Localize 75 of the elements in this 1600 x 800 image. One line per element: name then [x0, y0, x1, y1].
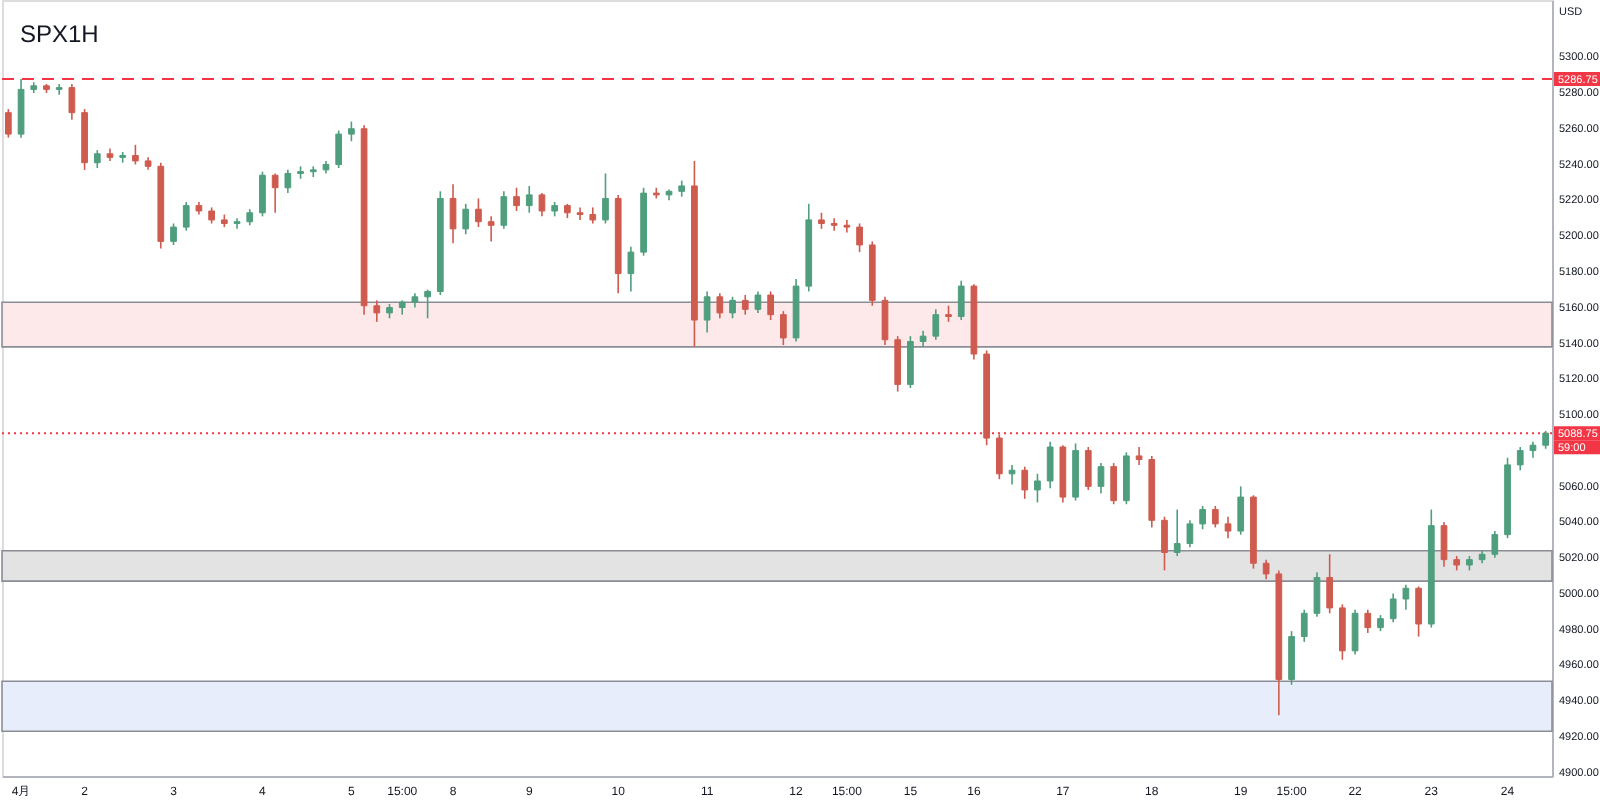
candlestick — [995, 433, 1003, 480]
candlestick — [4, 108, 12, 139]
candlestick — [1313, 571, 1321, 618]
candlestick — [1224, 515, 1232, 539]
candlestick — [284, 169, 292, 194]
candlestick — [1351, 608, 1359, 656]
candlestick — [856, 222, 863, 253]
candlestick — [233, 217, 241, 230]
candlestick — [373, 299, 381, 323]
candlestick — [55, 83, 63, 96]
candlestick — [767, 290, 775, 321]
candlestick — [462, 203, 470, 236]
candlestick — [1123, 451, 1130, 506]
candlestick — [449, 183, 457, 244]
candlestick — [424, 288, 431, 320]
candlestick — [703, 290, 711, 334]
candlestick — [309, 165, 317, 178]
candlestick — [1097, 462, 1105, 495]
candlestick — [754, 290, 762, 314]
candlestick — [602, 172, 609, 225]
candlestick — [1237, 485, 1245, 536]
candlestick — [1021, 465, 1029, 500]
candlestick — [1072, 442, 1079, 502]
candlestick — [1288, 630, 1295, 686]
candlestick — [513, 186, 520, 212]
candlestick — [1516, 446, 1524, 472]
candlestick — [1389, 592, 1397, 624]
candlestick — [1173, 508, 1181, 557]
candlestick — [170, 222, 177, 246]
candlestick — [716, 292, 724, 320]
candlestick — [525, 185, 533, 214]
candlestick — [538, 192, 546, 218]
candlestick — [1402, 583, 1410, 611]
candlestick — [1326, 553, 1334, 615]
candlestick — [1491, 530, 1499, 559]
candlestick — [627, 245, 635, 293]
candlestick — [907, 335, 914, 389]
candlestick — [1364, 608, 1372, 634]
candlestick — [182, 201, 190, 232]
candlestick — [1415, 585, 1422, 638]
candlestick — [348, 120, 355, 143]
candlestick — [1186, 519, 1194, 548]
candlestick — [957, 279, 965, 321]
candlestick — [576, 206, 584, 221]
candlestick — [17, 78, 25, 139]
candlestick — [68, 83, 76, 121]
candlestick — [1262, 558, 1270, 581]
candlestick — [1339, 603, 1346, 661]
text: SPX1H — [20, 20, 99, 48]
candlestick — [1300, 608, 1308, 643]
candlestick — [1199, 505, 1206, 531]
candlestick — [1034, 473, 1041, 504]
candlestick — [843, 219, 851, 234]
candlestick — [779, 310, 787, 346]
candlestick — [1008, 464, 1016, 486]
candlestick — [1161, 515, 1168, 572]
candlestick — [932, 308, 940, 341]
candlestick — [1046, 440, 1054, 489]
candlestick — [881, 296, 889, 346]
candlestick — [741, 294, 749, 316]
candlestick — [500, 190, 508, 230]
candlestick — [1211, 505, 1219, 529]
candlestick — [1110, 462, 1118, 506]
candlestick — [271, 172, 279, 214]
candlestick — [830, 217, 838, 232]
candlestick — [894, 335, 902, 393]
candlestick — [335, 129, 343, 169]
candlestick — [487, 215, 495, 243]
candlestick — [729, 296, 736, 320]
candlestick — [259, 170, 266, 218]
candlestick — [132, 144, 139, 166]
candlestick — [1084, 446, 1092, 491]
candlestick — [1440, 521, 1448, 568]
candlestick — [1135, 446, 1143, 466]
candlestick — [475, 197, 482, 228]
